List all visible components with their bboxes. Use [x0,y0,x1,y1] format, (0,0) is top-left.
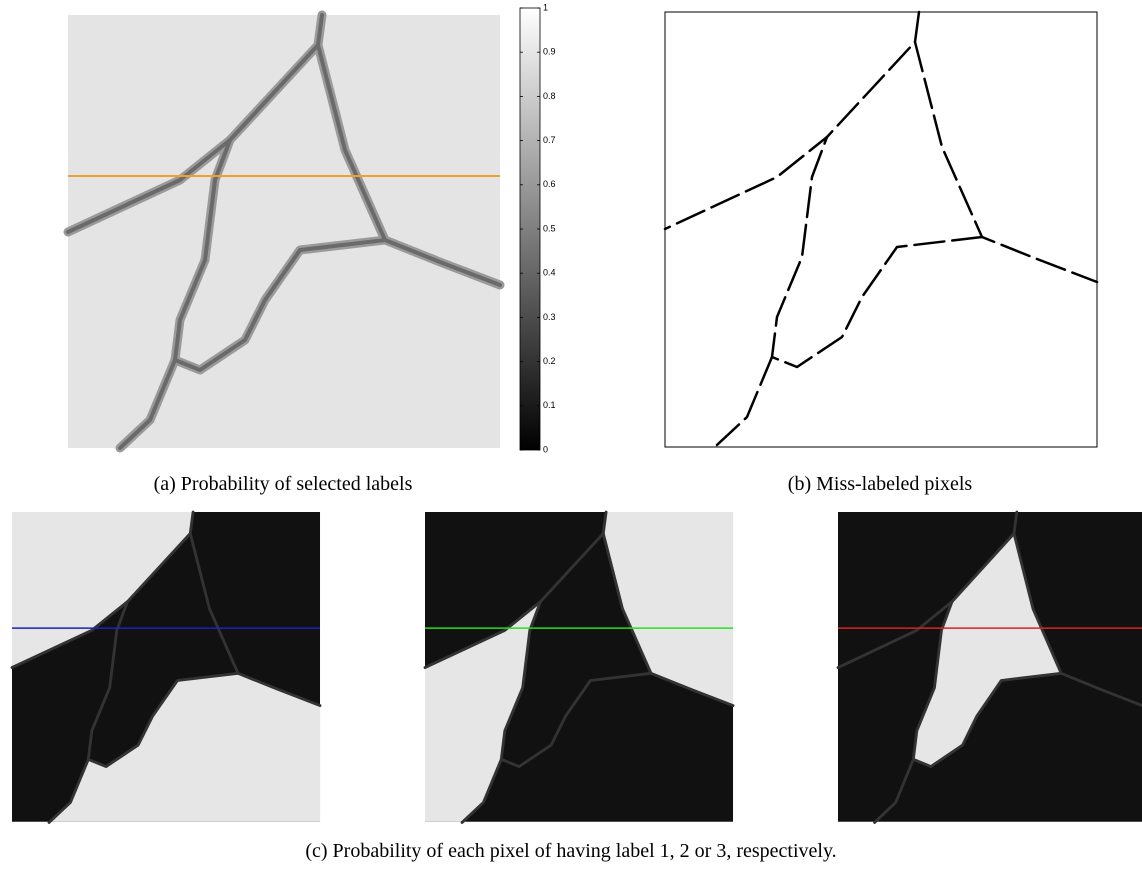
colorbar-tick-label: 1 [543,2,548,12]
mislabeled-image [663,10,1099,448]
colorbar-tick-label: 0.4 [543,268,556,278]
colorbar-tick-label: 0.3 [543,312,556,322]
colorbar-tick-label: 0.6 [543,179,556,189]
label-1-image [10,510,322,824]
colorbar-tick-label: 0.7 [543,135,556,145]
caption-b: (b) Miss-labeled pixels [788,473,973,495]
label-3-image [836,510,1142,824]
caption-c: (c) Probability of each pixel of having … [305,840,836,862]
probability-image [68,15,500,448]
colorbar-tick-label: 0.5 [543,223,556,233]
label-2-image [423,510,735,824]
caption-a: (a) Probability of selected labels [154,473,413,495]
colorbar-tick-label: 0.1 [543,400,556,410]
colorbar-tick-label: 0 [543,444,548,454]
colorbar-ticks: 0 0.1 0.2 0.3 0.4 0.5 0.6 0.7 0.8 0.9 1 [520,2,556,454]
colorbar-tick-label: 0.8 [543,91,556,101]
colorbar-tick-label: 0.9 [543,47,556,57]
colorbar-tick-label: 0.2 [543,356,556,366]
